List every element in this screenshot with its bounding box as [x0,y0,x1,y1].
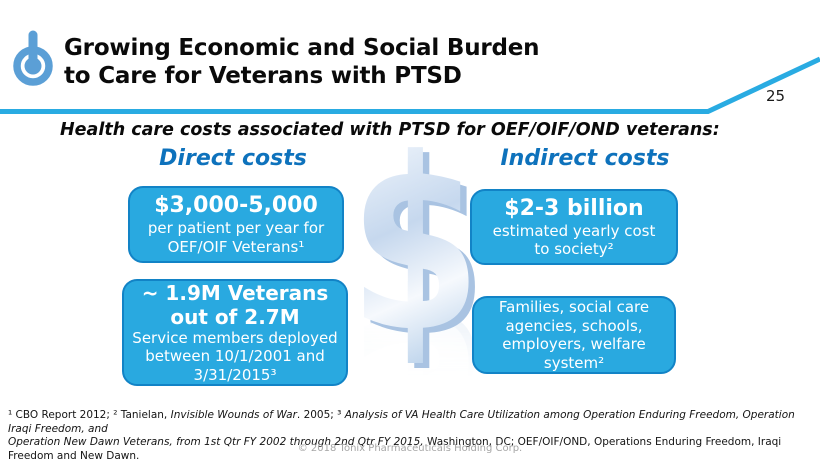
footnote-seg: . 2005; ³ [296,409,345,421]
direct-cost-box-veterans: ~ 1.9M Veterans out of 2.7M Service memb… [122,279,348,386]
footnote-line-1: ¹ CBO Report 2012; ² Tanielan, Invisible… [8,409,814,436]
subtitle: Health care costs associated with PTSD f… [60,120,720,140]
page-title: Growing Economic and Social Burden to Ca… [64,34,540,90]
indirect-amount-body-2: to society² [534,240,614,258]
veterans-body-3: 3/31/2015³ [193,365,277,384]
veterans-body-2: between 10/1/2001 and [145,347,325,366]
footnote-seg: Washington, DC; OEF/OIF/OND, Operations … [8,436,782,461]
veterans-body-1: Service members deployed [132,328,338,347]
society-body-2: agencies, schools, [505,316,643,335]
footnote-seg: ¹ CBO Report 2012; ² Tanielan, [8,409,171,421]
indirect-costs-header: Indirect costs [500,146,670,171]
copyright-notice: © 2018 Tonix Pharmaceuticals Holding Cor… [297,443,523,454]
direct-amount-body-2: OEF/OIF Veterans¹ [167,237,305,256]
direct-amount-headline: $3,000-5,000 [154,193,318,218]
direct-costs-header: Direct costs [159,146,307,171]
footnote-seg-italic: Analysis of VA Health Care Utilization a… [8,409,795,435]
footnote-line-2: Operation New Dawn Veterans, from 1st Qt… [8,436,814,461]
veterans-headline-1: ~ 1.9M Veterans [141,280,329,305]
page-title-line2: to Care for Veterans with PTSD [64,63,462,89]
page-title-line1: Growing Economic and Social Burden [64,35,540,61]
indirect-amount-body-1: estimated yearly cost [492,221,656,240]
society-body-1: Families, social care [498,298,650,316]
veterans-headline-2: out of 2.7M [170,304,300,329]
indirect-cost-box-society: Families, social care agencies, schools,… [472,296,676,374]
direct-amount-body-1: per patient per year for [147,219,325,237]
dollar-sign-icon: $ [349,108,482,385]
page-number: 25 [766,87,786,105]
footnote-seg-italic: Operation New Dawn Veterans, from 1st Qt… [8,436,424,448]
indirect-amount-headline: $2-3 billion [504,195,644,221]
dollar-sign-icon: $ [355,133,487,371]
dollar-sign-graphic: $ $ [334,108,488,385]
footnote: ¹ CBO Report 2012; ² Tanielan, Invisible… [8,409,814,461]
footnote-seg-italic: Invisible Wounds of War [170,409,297,421]
indirect-cost-box-amount: $2-3 billion estimated yearly cost to so… [470,189,678,265]
power-logo-icon [13,30,53,86]
direct-cost-box-amount: $3,000-5,000 per patient per year for OE… [128,186,344,263]
society-body-3: employers, welfare system² [502,335,646,372]
